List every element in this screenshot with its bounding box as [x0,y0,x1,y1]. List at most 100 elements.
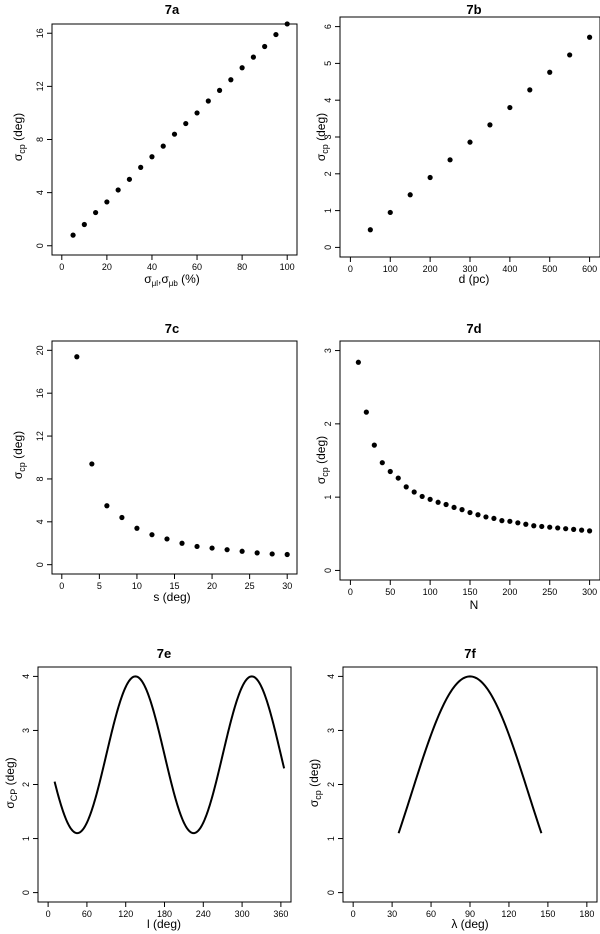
data-point [224,547,230,553]
data-curve [397,675,543,834]
panel-7a-xlabel: σμl,σμb (%) [144,272,200,288]
data-point [239,65,245,71]
data-point [179,540,185,546]
x-tick-label: 80 [237,262,247,272]
plot-frame [51,23,298,256]
panel-7b: 7b d (pc) σcp (deg) [314,2,489,286]
data-point [507,518,513,524]
y-tick-label: 20 [35,345,45,355]
panel-7e: 7e l (deg) σCP (deg) [3,646,181,931]
x-tick-label: 60 [426,909,436,919]
data-point [587,34,593,40]
data-point [563,526,569,532]
data-point [104,503,110,509]
x-tick-label: 150 [540,909,555,919]
x-tick-label: 90 [465,909,475,919]
data-point [269,551,275,557]
y-tick-label: 4 [326,674,336,679]
data-point [539,523,545,530]
data-point [487,122,493,128]
data-point [209,545,215,551]
x-tick-label: 250 [542,587,557,597]
y-tick-label: 2 [323,171,333,176]
data-point [250,54,256,60]
data-curve [53,675,286,835]
y-tick-label: 0 [21,890,31,895]
data-point [459,507,465,513]
y-tick-label: 0 [323,568,333,573]
data-point [371,442,377,448]
x-tick-label: 60 [82,909,92,919]
x-tick-label: 100 [383,264,398,274]
y-tick-label: 2 [21,782,31,787]
data-point [451,504,457,511]
x-tick-label: 300 [462,264,477,274]
data-point [74,354,80,360]
data-point [254,550,260,556]
x-tick-label: 180 [579,909,594,919]
x-tick-label: 25 [245,581,255,591]
panel-7c-xlabel: s (deg) [153,590,190,604]
data-point [363,409,369,415]
plot-frame [37,666,292,903]
data-point [104,199,110,205]
x-tick-label: 30 [387,909,397,919]
data-point [555,525,561,531]
data-point [115,187,121,193]
x-tick-label: 0 [348,264,353,274]
panel-7b-ylabel: σcp (deg) [314,113,330,161]
x-tick-label: 5 [97,581,102,591]
panel-7f-xlabel: λ (deg) [451,917,488,931]
data-point [587,528,593,534]
panel-7c-title: 7c [165,321,179,336]
x-tick-label: 0 [351,909,356,919]
x-tick-label: 20 [207,581,217,591]
x-tick-label: 50 [385,587,395,597]
x-tick-label: 200 [423,264,438,274]
x-tick-label: 240 [196,909,211,919]
x-tick-label: 120 [501,909,516,919]
panel-7a: 7a σμl,σμb (%) σcp (deg) [11,2,200,288]
y-tick-label: 0 [35,243,45,248]
data-point [435,499,441,505]
data-point [567,52,573,58]
panel-7f-title: 7f [464,646,476,661]
data-point [499,518,505,524]
y-tick-label: 8 [35,137,45,142]
data-point [160,143,166,149]
data-point [403,484,409,490]
data-point [427,496,433,502]
panel-7a-ylabel: σcp (deg) [11,113,27,161]
data-point [149,154,155,160]
y-tick-label: 4 [323,98,333,103]
data-point [579,527,585,533]
y-tick-label: 16 [35,388,45,398]
y-tick-label: 4 [35,519,45,524]
y-tick-label: 16 [35,28,45,38]
y-tick-label: 4 [35,190,45,195]
data-point [427,174,433,181]
data-point [284,551,290,558]
panel-7e-xlabel: l (deg) [147,917,181,931]
data-point [194,543,200,550]
y-tick-label: 8 [35,476,45,481]
x-tick-label: 40 [147,262,157,272]
data-point [547,69,553,75]
data-point [467,139,473,145]
x-tick-label: 150 [462,587,477,597]
y-tick-label: 4 [21,674,31,679]
panel-7d: 7d N σcp (deg) [314,321,482,612]
panel-7c: 7c s (deg) σcp (deg) [11,321,191,604]
panel-7e-title: 7e [157,646,171,661]
y-tick-label: 1 [323,208,333,213]
x-tick-label: 10 [132,581,142,591]
plot-7f: 0 30 60 90 120 150 180 0 1 2 3 4 [326,666,598,919]
data-point [89,461,95,467]
y-tick-label: 5 [323,61,333,66]
data-point [284,21,290,27]
panel-7b-title: 7b [466,2,481,17]
data-point [134,525,140,531]
data-point [527,87,533,93]
y-tick-label: 6 [323,24,333,29]
